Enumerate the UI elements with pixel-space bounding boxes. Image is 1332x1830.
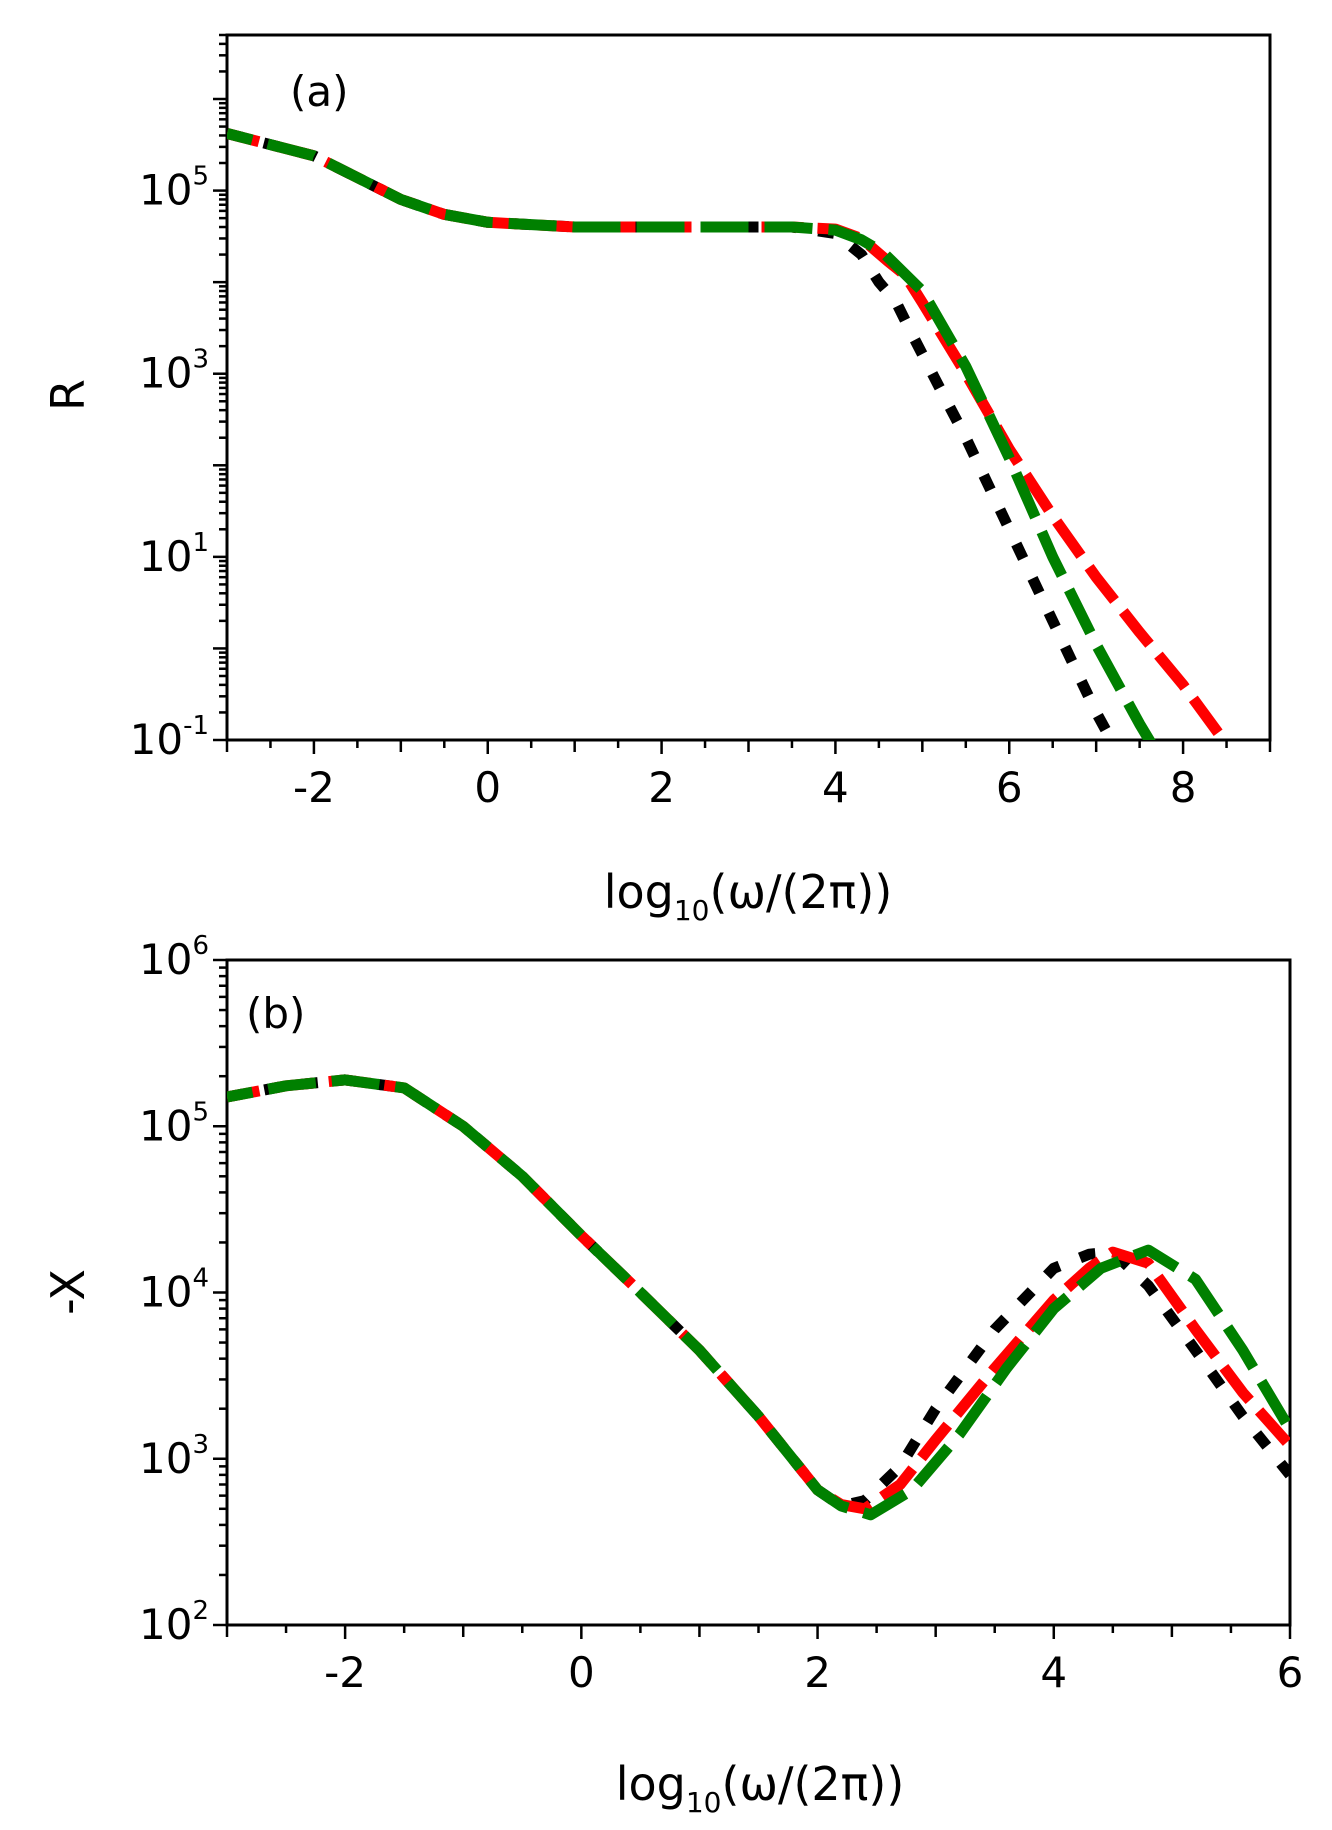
x-tick-label: 2: [804, 1648, 831, 1697]
y-tick-exp: 5: [192, 1097, 209, 1127]
y-tick-label: 103: [139, 1430, 209, 1483]
y-axis-label-a: R: [41, 379, 95, 411]
x-axis-label-b-sub: 10: [686, 1786, 722, 1819]
y-tick-base: 10: [130, 715, 183, 764]
x-tick-label: -2: [293, 763, 335, 812]
x-tick-label: 0: [474, 763, 501, 812]
x-axis-label-b-main: log: [616, 1757, 686, 1811]
y-tick-exp: 4: [192, 1264, 209, 1294]
x-tick-label: 8: [1170, 763, 1197, 812]
y-tick-exp: 2: [192, 1596, 209, 1626]
y-tick-base: 10: [139, 532, 192, 581]
y-tick-label: 103: [139, 345, 209, 398]
y-tick-exp: 3: [192, 345, 209, 375]
series-line-red: [227, 1074, 1290, 1515]
y-tick-label: 105: [139, 1097, 209, 1150]
panel-label-a: (a): [290, 67, 349, 116]
y-tick-base: 10: [139, 349, 192, 398]
x-axis-label-a-rest: (ω/(2π)): [710, 865, 893, 919]
x-tick-label: 6: [996, 763, 1023, 812]
series-a: [227, 128, 1231, 740]
x-tick-label: 0: [568, 1648, 595, 1697]
x-tick-label: 4: [1040, 1648, 1067, 1697]
plot-frame-b: [225, 958, 1292, 1627]
x-axis-label-b-rest: (ω/(2π)): [722, 1757, 905, 1811]
x-tick-label: -2: [324, 1648, 366, 1697]
y-axis-label-b: -X: [41, 1269, 95, 1315]
x-tick-label: 2: [648, 763, 675, 812]
y-tick-base: 10: [139, 166, 192, 215]
y-tick-base: 10: [139, 1434, 192, 1483]
y-tick-base: 10: [139, 1268, 192, 1317]
y-tick-exp: 6: [192, 931, 209, 961]
y-tick-label: 101: [139, 528, 209, 581]
y-tick-base: 10: [139, 1101, 192, 1150]
y-tick-base: 10: [139, 935, 192, 984]
x-tick-label: 6: [1277, 1648, 1304, 1697]
x-axis-label-a: log10(ω/(2π)): [604, 865, 893, 927]
y-tick-label: 10-1: [130, 711, 209, 764]
plot-frame-a: [225, 33, 1272, 742]
panel-label-b: (b): [246, 989, 305, 1038]
y-tick-label: 106: [139, 931, 209, 984]
y-tick-label: 102: [139, 1596, 209, 1649]
x-axis-label-a-main: log: [604, 865, 674, 919]
y-tick-exp: 5: [192, 162, 209, 192]
x-tick-label: 4: [822, 763, 849, 812]
x-axis-label-a-sub: 10: [674, 894, 710, 927]
y-tick-exp: 1: [192, 528, 209, 558]
series-line-green: [227, 128, 1156, 740]
series-line-black: [227, 1074, 1290, 1512]
series-line-green: [227, 1074, 1290, 1521]
y-tick-label: 105: [139, 162, 209, 215]
y-tick-exp: -1: [183, 711, 209, 741]
series-b: [227, 1074, 1290, 1521]
y-tick-label: 104: [139, 1264, 209, 1317]
x-axis-label-b: log10(ω/(2π)): [616, 1757, 905, 1819]
y-tick-base: 10: [139, 1600, 192, 1649]
y-tick-exp: 3: [192, 1430, 209, 1460]
